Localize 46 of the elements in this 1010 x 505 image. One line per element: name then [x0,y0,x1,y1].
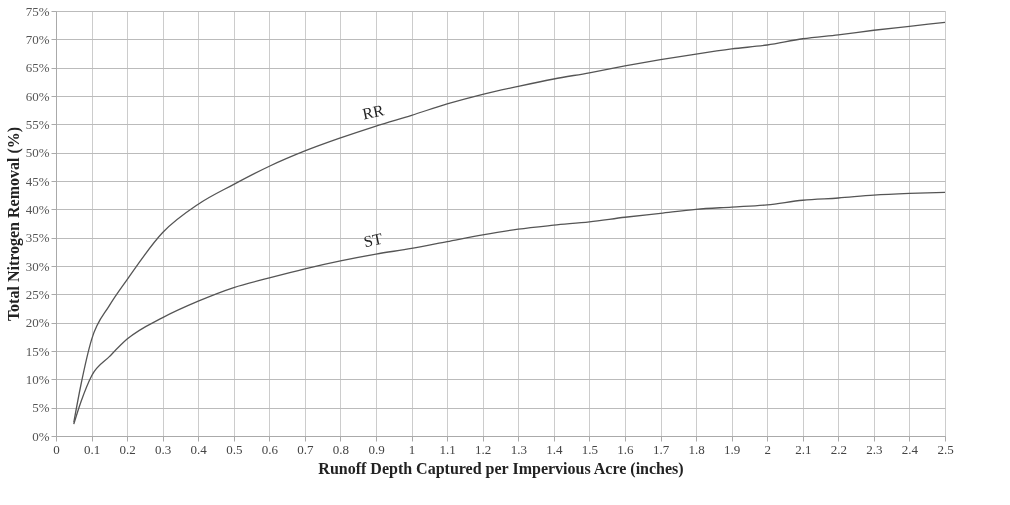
x-tick-label: 0.4 [190,441,208,457]
text: ST [362,229,385,251]
y-tick-label: 25% [25,286,50,302]
y-tick-label: 55% [25,116,50,132]
x-tick-label: 2 [764,441,771,457]
x-tick-label: 1.3 [510,441,527,457]
y-tick-label: 70% [25,31,50,47]
x-tick-label: 2.5 [937,441,954,457]
y-tick-label: 65% [25,60,50,76]
y-tick-label: 45% [25,173,50,189]
x-tick-label: 0 [53,441,60,457]
x-tick-label: 1.9 [724,441,741,457]
y-tick-label: 20% [25,315,50,331]
x-tick-label: 0.3 [155,441,172,457]
x-tick-label: 0.1 [83,441,101,457]
y-tick-label: 60% [25,88,50,104]
x-tick-label: 0.8 [332,441,350,457]
x-tick-label: 1.8 [688,441,705,457]
x-axis-title: Runoff Depth Captured per Impervious Acre (inches) [318,459,684,478]
y-tick-label: 50% [25,145,50,161]
y-tick-label: 15% [25,343,50,359]
x-tick-label: 1.5 [581,441,599,457]
y-tick-label: 5% [32,400,50,416]
x-tick-label: 0.9 [368,441,385,457]
y-axis-title: Total Nitrogen Removal (%) [4,126,23,322]
y-tick-label: 0% [32,428,50,444]
x-tick-label: 1.4 [546,441,563,457]
x-tick-label: 1.1 [439,441,456,457]
x-tick-label: 0.7 [297,441,315,457]
x-tick-label: 0.5 [226,441,243,457]
x-tick-label: 2.2 [830,441,847,457]
y-tick-label: 35% [25,230,50,246]
x-tick-label: 1.2 [475,441,492,457]
x-tick-label: 2.1 [795,441,812,457]
x-tick-label: 0.2 [119,441,136,457]
x-tick-label: 1.6 [617,441,635,457]
x-tick-label: 0.6 [261,441,279,457]
y-tick-label: 40% [25,201,50,217]
y-tick-label: 75% [25,3,50,19]
text: RR [360,101,386,123]
x-tick-label: 1.7 [652,441,670,457]
x-tick-label: 2.4 [901,441,919,457]
x-tick-label: 2.3 [866,441,883,457]
x-tick-label: 1 [408,441,416,457]
y-tick-label: 10% [25,371,50,387]
y-tick-label: 30% [25,258,50,274]
